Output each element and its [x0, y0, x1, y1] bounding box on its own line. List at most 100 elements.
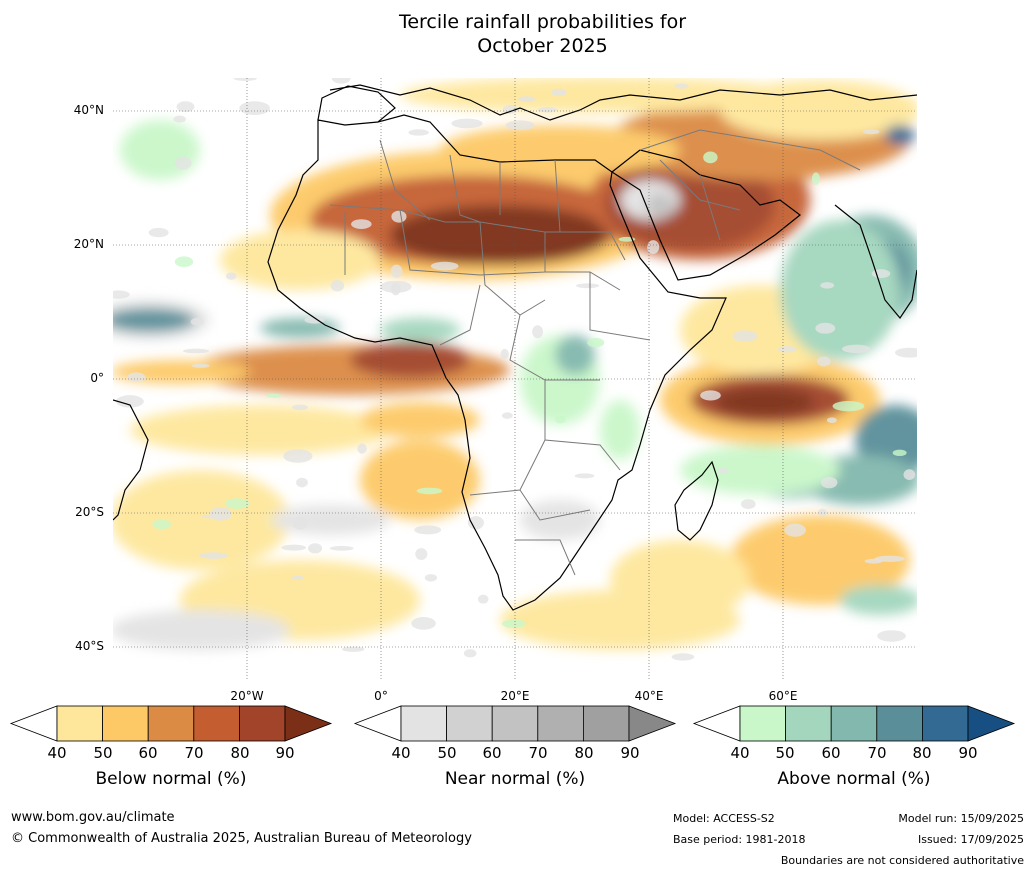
probability-speckle	[832, 400, 865, 412]
probability-region	[130, 405, 390, 455]
probability-region	[350, 342, 470, 378]
probability-region	[260, 318, 340, 338]
colorbar-near-normal	[353, 705, 677, 742]
probability-speckle	[451, 118, 483, 129]
probability-speckle	[292, 404, 308, 411]
probability-region	[520, 500, 600, 540]
colorbar-above-swatch	[922, 705, 969, 742]
probability-speckle	[390, 264, 403, 278]
probability-region	[555, 335, 595, 375]
probability-region	[113, 470, 290, 570]
probability-speckle	[574, 473, 595, 479]
india-coastline	[834, 204, 917, 320]
footer-disclaimer: Boundaries are not considered authoritat…	[780, 854, 1024, 867]
probability-region	[390, 205, 610, 265]
colorbar-above-swatch	[785, 705, 832, 742]
probability-speckle	[820, 282, 835, 289]
probability-speckle	[841, 344, 871, 354]
probability-speckle	[292, 516, 308, 530]
probability-speckle	[391, 210, 407, 223]
colorbar-near-swatch	[446, 705, 493, 742]
colorbar-near-min-arrow	[353, 705, 402, 742]
probability-speckle	[296, 477, 308, 488]
probability-speckle	[700, 390, 721, 401]
footer-model: Model: ACCESS-S2	[673, 812, 775, 825]
tick-above-50: 50	[775, 744, 795, 762]
probability-speckle	[416, 487, 443, 495]
probability-speckle	[239, 101, 270, 115]
probability-speckle	[283, 449, 313, 463]
probability-speckle	[587, 337, 605, 348]
tick-near-90: 90	[620, 744, 640, 762]
probability-speckle	[190, 317, 204, 326]
lat-label-0: 0°	[90, 371, 104, 385]
tick-below-70: 70	[184, 744, 204, 762]
probability-speckle	[500, 348, 509, 360]
tick-below-90: 90	[275, 744, 295, 762]
probability-speckle	[505, 120, 535, 131]
probability-speckle	[408, 129, 429, 136]
probability-speckle	[411, 617, 436, 630]
probability-speckle	[703, 151, 718, 164]
tick-below-80: 80	[230, 744, 250, 762]
probability-speckle	[198, 552, 229, 559]
probability-speckle	[892, 449, 907, 457]
probability-region	[113, 610, 290, 650]
lon-label-40e: 40°E	[634, 689, 664, 703]
probability-region	[270, 505, 390, 535]
graticule	[113, 78, 917, 680]
tick-near-50: 50	[437, 744, 457, 762]
colorbar-below-max-arrow	[284, 705, 333, 742]
probability-region	[500, 590, 740, 650]
probability-region	[113, 308, 195, 332]
probability-speckle	[266, 393, 282, 398]
probability-region	[120, 120, 200, 180]
probability-speckle	[576, 283, 600, 289]
probability-region	[885, 125, 915, 145]
probability-region	[220, 230, 380, 290]
colorbar-label-above: Above normal (%)	[777, 769, 931, 789]
country-borders	[329, 129, 861, 576]
tick-near-40: 40	[391, 744, 411, 762]
probability-speckle	[191, 363, 210, 368]
colorbar-label-near: Near normal (%)	[444, 769, 586, 789]
colorbar-above-swatch	[876, 705, 923, 742]
colorbar-above-normal	[692, 705, 1016, 742]
probability-speckle	[281, 544, 307, 551]
lat-label-20n: 20°N	[73, 237, 104, 251]
colorbar-above-swatch	[830, 705, 878, 742]
border-lines	[329, 129, 861, 576]
lon-label-0: 0°	[374, 689, 388, 703]
probability-speckle	[329, 545, 354, 551]
europe-coastline	[329, 84, 917, 121]
colorbar-near-max-arrow	[628, 705, 677, 742]
probability-speckle	[148, 227, 169, 238]
probability-speckle	[894, 347, 917, 358]
south-america-coastline	[113, 399, 149, 521]
tick-below-60: 60	[138, 744, 158, 762]
probability-speckle	[501, 619, 527, 628]
probability-region	[715, 388, 815, 416]
colorbar-below-swatch	[147, 705, 195, 742]
probability-speckle	[113, 290, 130, 299]
probability-speckle	[330, 280, 345, 292]
probability-speckle	[463, 649, 477, 658]
colorbar-above-min-arrow	[692, 705, 741, 742]
probability-speckle	[307, 543, 323, 554]
probability-speckle	[532, 325, 544, 339]
probability-speckle	[502, 104, 518, 114]
chart-title: Tercile rainfall probabilities for Octob…	[0, 10, 1035, 58]
colorbar-above-swatch	[739, 705, 786, 742]
lat-label-20s: 20°S	[75, 505, 104, 519]
probability-speckle	[430, 261, 459, 271]
probability-speckle	[784, 523, 806, 537]
probability-region	[600, 400, 640, 460]
probability-speckle	[732, 330, 758, 342]
tick-near-60: 60	[482, 744, 502, 762]
probability-speckle	[477, 594, 489, 604]
footer-model-run: Model run: 15/09/2025	[898, 812, 1024, 825]
probability-speckle	[291, 575, 304, 581]
lon-label-20w: 20°W	[230, 689, 264, 703]
tick-above-40: 40	[730, 744, 750, 762]
colorbar-below-normal	[9, 705, 333, 742]
